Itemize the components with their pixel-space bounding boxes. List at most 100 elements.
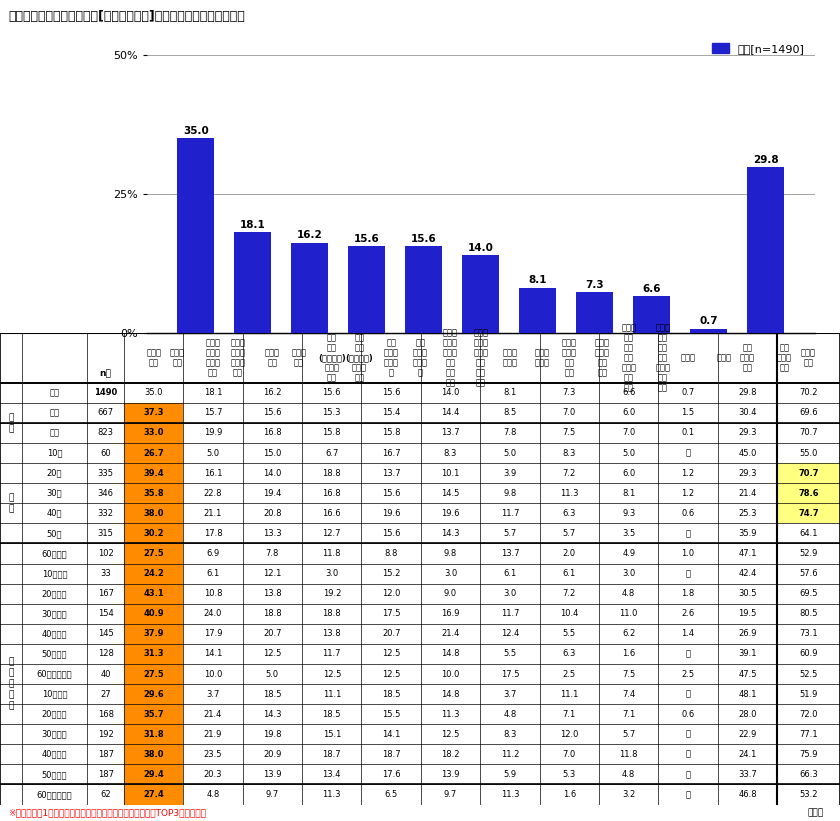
Text: 38.0: 38.0 [144, 509, 164, 518]
Text: 人間
関係が
よくな
い: 人間 関係が よくな い [384, 338, 399, 377]
Text: 9.7: 9.7 [444, 790, 457, 799]
Text: 15.5: 15.5 [382, 709, 401, 718]
Text: 7.0: 7.0 [563, 408, 576, 417]
Text: 18.5: 18.5 [263, 690, 281, 699]
Text: 78.6: 78.6 [798, 488, 819, 498]
Text: 15.8: 15.8 [382, 429, 401, 438]
Text: 13.8: 13.8 [263, 589, 281, 599]
Text: 9.3: 9.3 [622, 509, 635, 518]
Text: 154: 154 [97, 609, 113, 618]
Text: 4.8: 4.8 [503, 709, 517, 718]
Text: 13.7: 13.7 [501, 549, 519, 558]
Text: 女性: 女性 [50, 408, 60, 417]
Text: 5.3: 5.3 [563, 770, 576, 779]
Text: 12.1: 12.1 [263, 569, 281, 578]
Text: 6.3: 6.3 [563, 509, 576, 518]
Text: 70.7: 70.7 [798, 469, 819, 478]
Text: 10.8: 10.8 [204, 589, 223, 599]
Text: 11.3: 11.3 [501, 790, 519, 799]
Text: 特に
不満は
ない: 特に 不満は ない [740, 343, 755, 372]
Text: 全体: 全体 [50, 388, 60, 397]
Text: 6.1: 6.1 [207, 569, 220, 578]
Text: 会社の
将来に
不安が
ある: 会社の 将来に 不安が ある [206, 338, 221, 377]
Bar [124, 584, 183, 603]
Text: 12.4: 12.4 [501, 630, 519, 639]
Text: 18.8: 18.8 [323, 469, 341, 478]
Text: 50代男性: 50代男性 [42, 770, 67, 779]
Text: 4.8: 4.8 [622, 770, 635, 779]
Text: 15.0: 15.0 [263, 448, 281, 457]
Text: 35.8: 35.8 [144, 488, 164, 498]
Text: 11.0: 11.0 [620, 609, 638, 618]
Text: 16.7: 16.7 [382, 448, 401, 457]
Text: 24.1: 24.1 [738, 750, 757, 759]
Text: 12.7: 12.7 [323, 529, 341, 538]
Bar [124, 503, 183, 523]
Text: 25.3: 25.3 [738, 509, 757, 518]
Text: 30.4: 30.4 [738, 408, 757, 417]
Text: 3.9: 3.9 [503, 469, 517, 478]
Text: 7.2: 7.2 [563, 469, 576, 478]
Text: 14.0: 14.0 [441, 388, 459, 397]
Text: 167: 167 [97, 589, 113, 599]
Text: 14.4: 14.4 [441, 408, 459, 417]
Text: 15.6: 15.6 [323, 388, 341, 397]
Bar [124, 603, 183, 624]
Text: 40代女性: 40代女性 [42, 630, 67, 639]
Text: 52.9: 52.9 [800, 549, 818, 558]
Text: 40: 40 [101, 669, 111, 678]
Text: 73.1: 73.1 [799, 630, 818, 639]
Text: 39.4: 39.4 [144, 469, 164, 478]
Text: 4.8: 4.8 [622, 589, 635, 599]
Text: 6.0: 6.0 [622, 469, 635, 478]
Text: 10.4: 10.4 [560, 609, 579, 618]
Text: 14.1: 14.1 [382, 730, 401, 739]
Text: 50代: 50代 [47, 529, 62, 538]
Text: 27.5: 27.5 [144, 669, 164, 678]
Text: 10代男性: 10代男性 [42, 690, 67, 699]
Text: 168: 168 [97, 709, 113, 718]
Text: 42.4: 42.4 [738, 569, 757, 578]
Text: 10.1: 10.1 [441, 469, 459, 478]
Text: 8.8: 8.8 [385, 549, 398, 558]
Bar [124, 745, 183, 764]
Bar [291, 242, 328, 333]
Text: －: － [685, 750, 690, 759]
Text: 20.7: 20.7 [263, 630, 281, 639]
Text: 11.7: 11.7 [323, 649, 341, 658]
Text: 仕事・職場に対する不満　[複数回答形式]　対象：現在働いている人: 仕事・職場に対する不満 [複数回答形式] 対象：現在働いている人 [8, 10, 245, 23]
Bar [777, 484, 840, 503]
Text: 3.2: 3.2 [622, 790, 635, 799]
Text: 3.5: 3.5 [622, 529, 635, 538]
Bar [234, 232, 271, 333]
Text: 69.5: 69.5 [800, 589, 818, 599]
Text: 労働
条件
(賃金以外)
がよく
ない: 労働 条件 (賃金以外) がよく ない [318, 333, 346, 383]
Text: 1490: 1490 [94, 388, 118, 397]
Text: 35.0: 35.0 [144, 388, 163, 397]
Bar [124, 624, 183, 644]
Text: 75.9: 75.9 [800, 750, 818, 759]
Text: 72.0: 72.0 [800, 709, 818, 718]
Text: 6.6: 6.6 [643, 284, 661, 294]
Text: 20代: 20代 [47, 469, 62, 478]
Text: 5.7: 5.7 [503, 529, 517, 538]
Text: その他: その他 [680, 353, 696, 362]
Text: 11.8: 11.8 [619, 750, 638, 759]
Text: 19.2: 19.2 [323, 589, 341, 599]
Text: 11.7: 11.7 [501, 609, 519, 618]
Text: 9.7: 9.7 [265, 790, 279, 799]
Text: 20.3: 20.3 [204, 770, 223, 779]
Text: 1.4: 1.4 [681, 630, 695, 639]
Text: 20.8: 20.8 [263, 509, 281, 518]
Text: －: － [685, 649, 690, 658]
Text: 60代以上女性: 60代以上女性 [37, 669, 72, 678]
Text: 22.8: 22.8 [204, 488, 223, 498]
Text: 雇用が
不安定: 雇用が 不安定 [534, 348, 549, 367]
Text: 19.9: 19.9 [204, 429, 223, 438]
Text: 30代男性: 30代男性 [42, 730, 67, 739]
Text: 7.0: 7.0 [622, 429, 635, 438]
Text: 16.2: 16.2 [263, 388, 281, 397]
Text: 33: 33 [100, 569, 111, 578]
Text: 7.8: 7.8 [503, 429, 517, 438]
Text: 192: 192 [97, 730, 113, 739]
